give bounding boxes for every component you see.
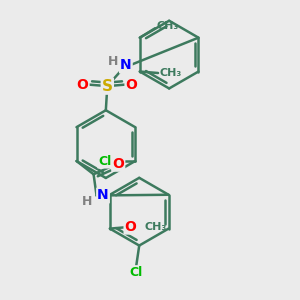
- Text: CH₃: CH₃: [157, 21, 179, 31]
- Text: N: N: [97, 188, 109, 203]
- Text: H: H: [108, 55, 119, 68]
- Text: O: O: [76, 78, 88, 92]
- Text: CH₃: CH₃: [160, 68, 182, 78]
- Text: H: H: [82, 195, 92, 208]
- Text: O: O: [124, 220, 136, 234]
- Text: S: S: [102, 79, 113, 94]
- Text: N: N: [120, 58, 132, 73]
- Text: CH₃: CH₃: [144, 222, 166, 232]
- Text: Cl: Cl: [130, 266, 143, 279]
- Text: Cl: Cl: [98, 154, 112, 167]
- Text: O: O: [125, 78, 137, 92]
- Text: O: O: [112, 157, 124, 171]
